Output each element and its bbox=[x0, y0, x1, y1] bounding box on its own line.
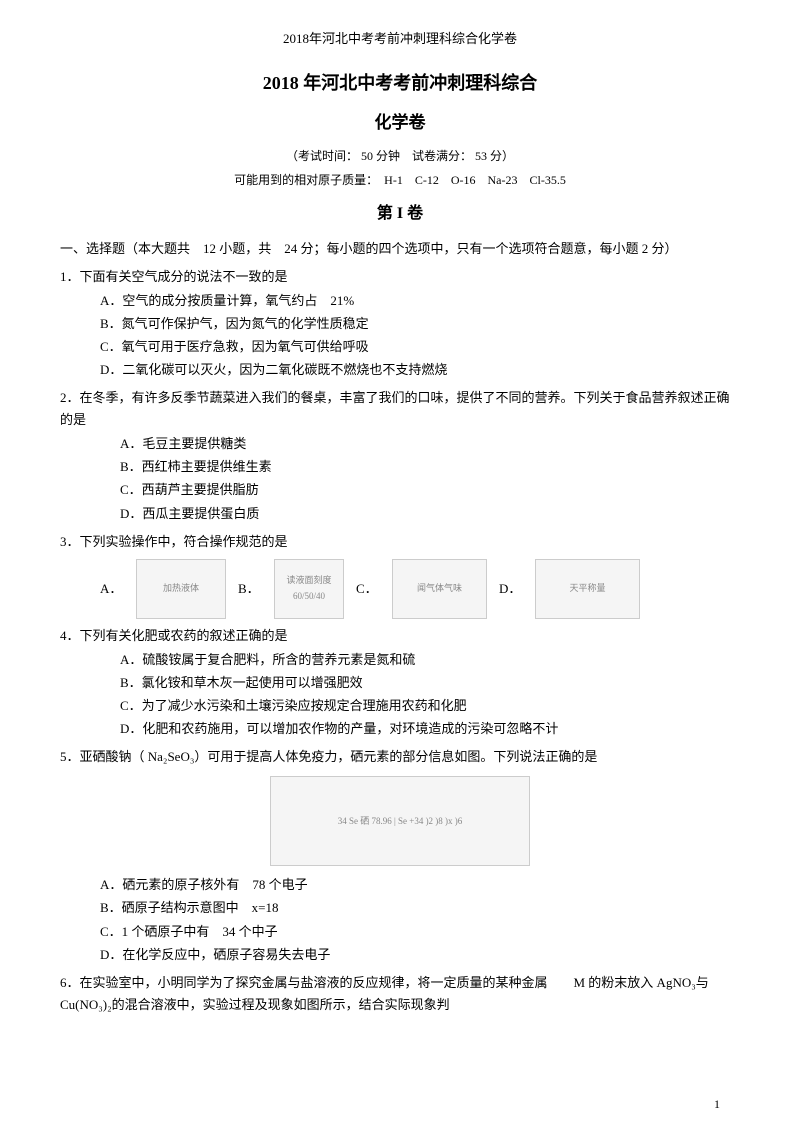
section-title: 第 I 卷 bbox=[60, 200, 740, 227]
q3-stem: 3．下列实验操作中，符合操作规范的是 bbox=[60, 531, 740, 553]
question-2: 2．在冬季，有许多反季节蔬菜进入我们的餐桌，丰富了我们的口味，提供了不同的营养。… bbox=[60, 387, 740, 525]
atomic-mass: 可能用到的相对原子质量： H-1 C-12 O-16 Na-23 Cl-35.5 bbox=[60, 170, 740, 190]
q4-option-d: D．化肥和农药施用，可以增加农作物的产量，对环境造成的污染可忽略不计 bbox=[60, 718, 740, 740]
page-number: 1 bbox=[714, 1094, 720, 1114]
q2-option-c: C．西葫芦主要提供脂肪 bbox=[60, 479, 740, 501]
q3-image-d: 天平称量 bbox=[535, 559, 640, 619]
q3-label-b: B． bbox=[238, 578, 262, 600]
q2-option-a: A．毛豆主要提供糖类 bbox=[60, 433, 740, 455]
q3-label-a: A． bbox=[100, 578, 124, 600]
q2-stem: 2．在冬季，有许多反季节蔬菜进入我们的餐桌，丰富了我们的口味，提供了不同的营养。… bbox=[60, 387, 740, 431]
question-3: 3．下列实验操作中，符合操作规范的是 A． 加热液体 B． 读液面刻度 60/5… bbox=[60, 531, 740, 619]
q3-image-c: 闻气体气味 bbox=[392, 559, 487, 619]
q1-option-c: C．氧气可用于医疗急救，因为氧气可供给呼吸 bbox=[60, 336, 740, 358]
q4-option-b: B．氯化铵和草木灰一起使用可以增强肥效 bbox=[60, 672, 740, 694]
q5-option-b: B．硒原子结构示意图中 x=18 bbox=[60, 897, 740, 919]
q5-option-a: A．硒元素的原子核外有 78 个电子 bbox=[60, 874, 740, 896]
q6-stem: 6．在实验室中，小明同学为了探究金属与盐溶液的反应规律，将一定质量的某种金属 M… bbox=[60, 972, 740, 1016]
sub-title: 化学卷 bbox=[60, 109, 740, 138]
q1-option-d: D．二氧化碳可以灭火，因为二氧化碳既不燃烧也不支持燃烧 bbox=[60, 359, 740, 381]
q3-image-a: 加热液体 bbox=[136, 559, 226, 619]
question-6: 6．在实验室中，小明同学为了探究金属与盐溶液的反应规律，将一定质量的某种金属 M… bbox=[60, 972, 740, 1016]
q1-stem: 1．下面有关空气成分的说法不一致的是 bbox=[60, 266, 740, 288]
question-1: 1．下面有关空气成分的说法不一致的是 A．空气的成分按质量计算，氧气约占 21%… bbox=[60, 266, 740, 381]
q3-image-b: 读液面刻度 60/50/40 bbox=[274, 559, 344, 619]
q3-label-d: D． bbox=[499, 578, 523, 600]
page-header: 2018年河北中考考前冲刺理科综合化学卷 bbox=[60, 28, 740, 50]
main-title: 2018 年河北中考考前冲刺理科综合 bbox=[60, 68, 740, 99]
question-5: 5．亚硒酸钠（ Na₂SeO₃）可用于提高人体免疫力，硒元素的部分信息如图。下列… bbox=[60, 746, 740, 965]
q1-option-a: A．空气的成分按质量计算，氧气约占 21% bbox=[60, 290, 740, 312]
exam-info: （考试时间： 50 分钟 试卷满分： 53 分） bbox=[60, 146, 740, 166]
q5-image: 34 Se 硒 78.96 | Se +34 )2 )8 )x )6 bbox=[270, 776, 530, 866]
section-instructions: 一、选择题（本大题共 12 小题，共 24 分；每小题的四个选项中，只有一个选项… bbox=[60, 238, 740, 260]
q4-option-c: C．为了减少水污染和土壤污染应按规定合理施用农药和化肥 bbox=[60, 695, 740, 717]
q4-stem: 4．下列有关化肥或农药的叙述正确的是 bbox=[60, 625, 740, 647]
q4-option-a: A．硫酸铵属于复合肥料，所含的营养元素是氮和硫 bbox=[60, 649, 740, 671]
q5-option-d: D．在化学反应中，硒原子容易失去电子 bbox=[60, 944, 740, 966]
q3-image-row: A． 加热液体 B． 读液面刻度 60/50/40 C． 闻气体气味 D． 天平… bbox=[60, 559, 740, 619]
q2-option-b: B．西红柿主要提供维生素 bbox=[60, 456, 740, 478]
q5-stem: 5．亚硒酸钠（ Na₂SeO₃）可用于提高人体免疫力，硒元素的部分信息如图。下列… bbox=[60, 746, 740, 768]
question-4: 4．下列有关化肥或农药的叙述正确的是 A．硫酸铵属于复合肥料，所含的营养元素是氮… bbox=[60, 625, 740, 740]
q2-option-d: D．西瓜主要提供蛋白质 bbox=[60, 503, 740, 525]
q1-option-b: B．氮气可作保护气，因为氮气的化学性质稳定 bbox=[60, 313, 740, 335]
q5-option-c: C．1 个硒原子中有 34 个中子 bbox=[60, 921, 740, 943]
q3-label-c: C． bbox=[356, 578, 380, 600]
